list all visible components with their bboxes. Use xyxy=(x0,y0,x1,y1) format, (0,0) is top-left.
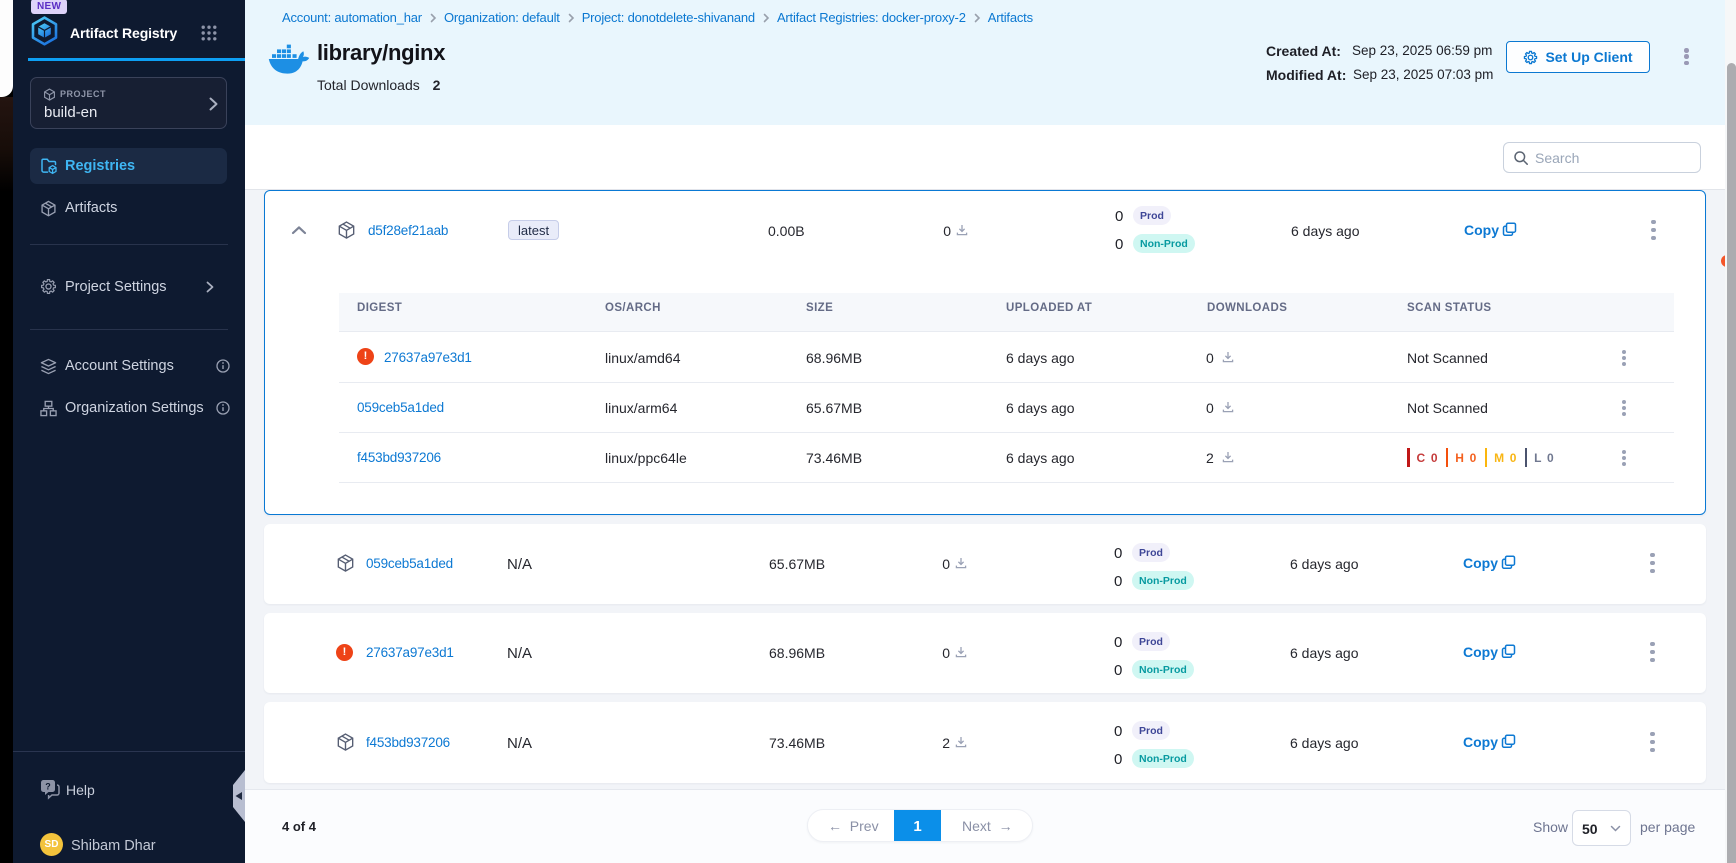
svg-text:?: ? xyxy=(45,781,51,791)
